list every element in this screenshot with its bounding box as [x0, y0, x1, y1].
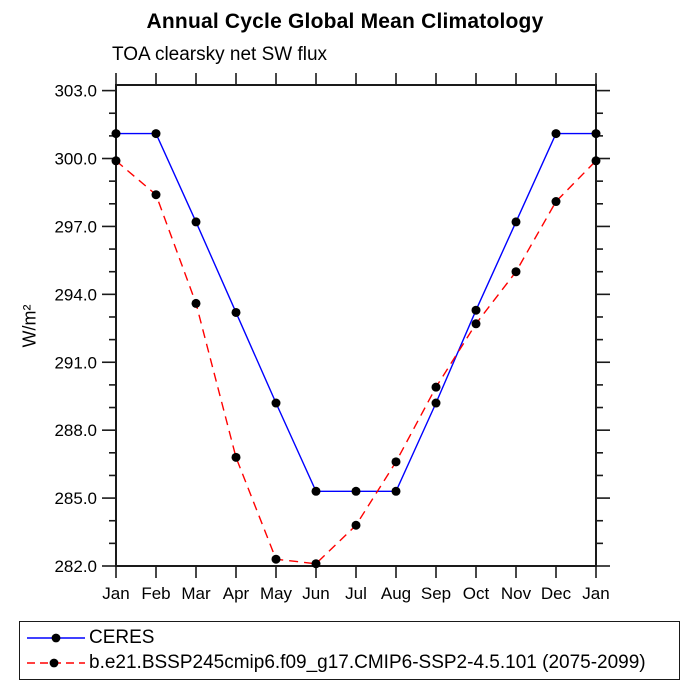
x-tick-label: Feb [141, 584, 170, 603]
x-tick-label: Jan [582, 584, 609, 603]
data-point-marker [191, 217, 201, 227]
data-point-marker [311, 559, 321, 569]
legend-item-ceres: CERES [26, 626, 679, 651]
series-line-model [115, 160, 597, 565]
data-point-marker [431, 382, 441, 392]
data-point-marker [311, 486, 321, 496]
series-markers-ceres [111, 129, 601, 496]
x-tick-label: Aug [381, 584, 411, 603]
x-tick-label: Sep [421, 584, 451, 603]
data-point-marker [231, 307, 241, 317]
data-point-marker [591, 129, 601, 139]
y-tick-label: 291.0 [54, 353, 97, 372]
chart-subtitle: TOA clearsky net SW flux [112, 44, 328, 65]
legend-label-model: b.e21.BSSP245cmip6.f09_g17.CMIP6-SSP2-4.… [89, 652, 646, 673]
data-point-marker [471, 305, 481, 315]
data-point-marker [551, 197, 561, 207]
y-tick-label: 282.0 [54, 557, 97, 576]
legend: CERES b.e21.BSSP245cmip6.f09_g17.CMIP6-S… [19, 621, 680, 680]
x-tick-label: Dec [541, 584, 572, 603]
y-tick-label: 303.0 [54, 82, 97, 101]
legend-item-model: b.e21.BSSP245cmip6.f09_g17.CMIP6-SSP2-4.… [26, 651, 679, 676]
x-tick-label: Oct [463, 584, 490, 603]
plot-border [115, 84, 597, 567]
data-point-marker [351, 486, 361, 496]
data-point-marker [351, 520, 361, 530]
data-point-marker [471, 319, 481, 329]
data-point-marker [111, 129, 121, 139]
y-tick-label: 288.0 [54, 421, 97, 440]
data-point-marker [431, 398, 441, 408]
data-point-marker [151, 129, 161, 139]
data-point-marker [231, 452, 241, 462]
legend-marker-dot [49, 658, 59, 668]
data-point-marker [271, 554, 281, 564]
x-tick-label: Jun [302, 584, 329, 603]
x-tick-label: May [260, 584, 293, 603]
data-point-marker [591, 156, 601, 166]
x-tick-label: Jan [102, 584, 129, 603]
data-point-marker [111, 156, 121, 166]
x-tick-label: Jul [345, 584, 367, 603]
axis-ticks [102, 73, 610, 578]
x-tick-label: Mar [181, 584, 211, 603]
series-line-ceres [116, 132, 596, 492]
data-point-marker [191, 298, 201, 308]
y-tick-label: 300.0 [54, 150, 97, 169]
y-tick-label: 294.0 [54, 285, 97, 304]
data-point-marker [511, 217, 521, 227]
data-point-marker [151, 190, 161, 200]
y-tick-label: 285.0 [54, 489, 97, 508]
chart-title: Annual Cycle Global Mean Climatology [146, 10, 544, 33]
x-tick-label: Apr [223, 584, 250, 603]
y-tick-label: 297.0 [54, 217, 97, 236]
legend-label-ceres: CERES [89, 627, 155, 648]
data-point-marker [511, 267, 521, 277]
model-line-sample-icon [27, 658, 85, 668]
data-point-marker [271, 398, 281, 408]
plot-area: Jan Feb Mar Apr May Jun Jul Aug Sep Oct Nov Dec Jan 2… [54, 73, 610, 603]
axis-tick-labels: Jan Feb Mar Apr May Jun Jul Aug Sep Oct Nov Dec Jan 2… [54, 82, 609, 603]
ceres-line-sample-icon [27, 633, 85, 643]
data-point-marker [391, 486, 401, 496]
series-markers-model [111, 156, 601, 569]
data-point-marker [391, 457, 401, 467]
legend-marker-dot [51, 633, 61, 643]
x-tick-label: Nov [501, 584, 532, 603]
data-point-marker [551, 129, 561, 139]
